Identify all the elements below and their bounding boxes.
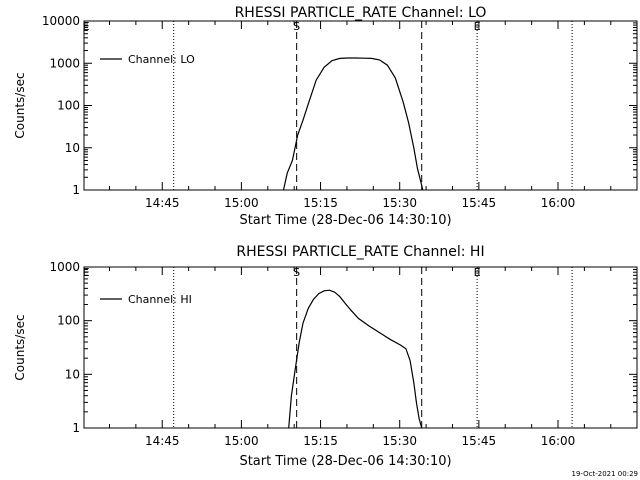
- panel-2-legend-label: Channel: HI: [128, 293, 192, 306]
- panel-1-x-axis-label: Start Time (28-Dec-06 14:30:10): [239, 213, 451, 228]
- panel-2-marker-letter: E: [83, 266, 90, 279]
- panel-1-marker-letter: S: [293, 20, 300, 33]
- panel-1-x-tick-label: 15:15: [303, 196, 338, 210]
- panel-2-y-tick-label: 10: [65, 367, 80, 381]
- panel-2-x-axis-label: Start Time (28-Dec-06 14:30:10): [239, 454, 451, 469]
- panel-1-y-tick-label: 10000: [42, 14, 80, 28]
- panel-2-x-tick-label: 15:00: [224, 434, 259, 448]
- panel-1-x-tick-label: 15:00: [224, 196, 259, 210]
- panel-1-plot-frame: [83, 20, 638, 191]
- panel-2-x-tick-label: 15:15: [303, 434, 338, 448]
- panel-2-series-line: [288, 289, 423, 429]
- panel-2-y-tick-label: 1000: [49, 260, 80, 274]
- footer-timestamp: 19-Oct-2021 00:29: [571, 470, 638, 478]
- panel-2-x-tick-label: 15:30: [382, 434, 417, 448]
- panel-2-x-tick-label: 16:00: [541, 434, 576, 448]
- panel-2-y-tick-label: 100: [57, 314, 80, 328]
- panel-1-y-tick-label: 100: [57, 99, 80, 113]
- panel-2-y-axis-label: Counts/sec: [13, 314, 27, 380]
- panel-1-x-tick-label: 16:00: [541, 196, 576, 210]
- panel-1-x-tick-label: 14:45: [145, 196, 180, 210]
- panel-1-marker-letter: E: [83, 20, 90, 33]
- panel-2-title: RHESSI PARTICLE_RATE Channel: HI: [236, 244, 484, 260]
- panel-1-y-tick-label: 10: [65, 141, 80, 155]
- panel-2-x-tick-label: 15:45: [462, 434, 497, 448]
- panel-2-y-tick-label: 1: [72, 421, 80, 435]
- panel-1-marker-letter: E: [474, 20, 481, 33]
- panel-1-title: RHESSI PARTICLE_RATE Channel: LO: [235, 5, 487, 21]
- panel-1-y-axis-label: Counts/sec: [13, 72, 27, 138]
- panel-1-x-tick-label: 15:45: [462, 196, 497, 210]
- panel-1-x-tick-label: 15:30: [382, 196, 417, 210]
- panel-2-x-tick-label: 14:45: [145, 434, 180, 448]
- panel-1-y-tick-label: 1: [72, 183, 80, 197]
- panel-1-series-line: [282, 57, 424, 191]
- panel-2-marker-letter: S: [293, 266, 300, 279]
- panel-1-legend-label: Channel: LO: [128, 53, 195, 66]
- panel-2-plot-frame: [83, 266, 638, 429]
- panel-2-marker-letter: E: [474, 266, 481, 279]
- panel-1-y-tick-label: 1000: [49, 56, 80, 70]
